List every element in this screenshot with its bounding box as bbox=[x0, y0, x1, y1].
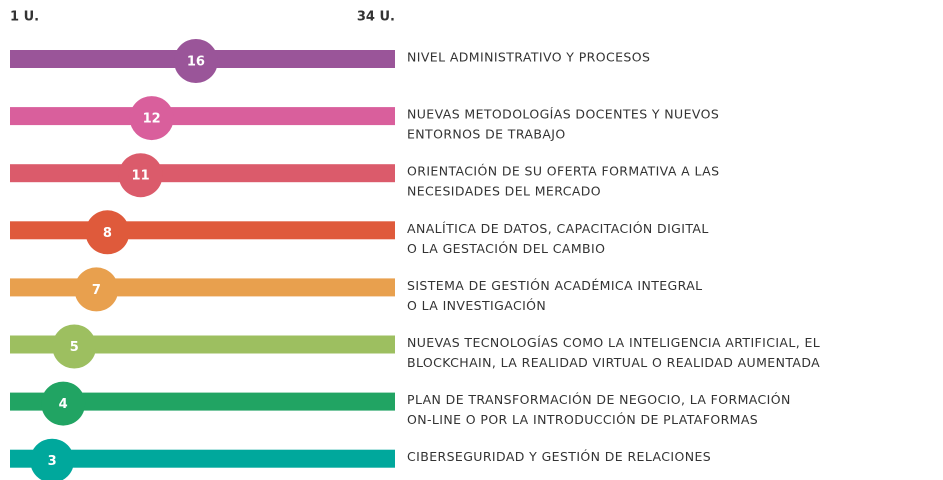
category-label: ON-LINE O POR LA INTRODUCCIÓN DE PLATAFO… bbox=[407, 412, 758, 427]
category-label: O LA INVESTIGACIÓN bbox=[407, 298, 546, 313]
value-dot bbox=[52, 324, 97, 369]
category-label: SISTEMA DE GESTIÓN ACADÉMICA INTEGRAL bbox=[407, 278, 703, 293]
value-label: 16 bbox=[187, 55, 205, 70]
category-label: BLOCKCHAIN, LA REALIDAD VIRTUAL O REALID… bbox=[407, 355, 820, 370]
value-label: 3 bbox=[48, 454, 57, 469]
category-label: ENTORNOS DE TRABAJO bbox=[407, 127, 566, 142]
bar-track bbox=[10, 164, 395, 183]
value-label: 11 bbox=[132, 169, 150, 184]
category-label: ANALÍTICA DE DATOS, CAPACITACIÓN DIGITAL bbox=[407, 221, 709, 236]
value-dot bbox=[118, 153, 163, 198]
value-dot bbox=[173, 39, 218, 83]
category-label: PLAN DE TRANSFORMACIÓN DE NEGOCIO, LA FO… bbox=[407, 392, 791, 407]
value-dot bbox=[41, 381, 86, 426]
value-dot bbox=[30, 438, 75, 480]
bar-track bbox=[10, 392, 395, 411]
category-label: NUEVAS METODOLOGÍAS DOCENTES Y NUEVOS bbox=[407, 107, 719, 122]
bar-track bbox=[10, 278, 395, 297]
bar-track bbox=[10, 335, 395, 354]
bar-track bbox=[10, 221, 395, 240]
category-label: NUEVAS TECNOLOGÍAS COMO LA INTELIGENCIA … bbox=[407, 335, 820, 350]
category-label: O LA GESTACIÓN DEL CAMBIO bbox=[407, 241, 605, 256]
bar-track bbox=[10, 449, 395, 468]
bar-track bbox=[10, 107, 395, 126]
scale-label: 1 U. bbox=[10, 10, 39, 25]
value-label: 5 bbox=[70, 340, 79, 355]
value-label: 4 bbox=[59, 397, 68, 412]
value-dot bbox=[85, 210, 130, 255]
category-label: CIBERSEGURIDAD Y GESTIÓN DE RELACIONES bbox=[407, 449, 711, 464]
category-label: ORIENTACIÓN DE SU OFERTA FORMATIVA A LAS bbox=[407, 164, 719, 179]
value-dot bbox=[74, 267, 119, 312]
category-label: NECESIDADES DEL MERCADO bbox=[407, 184, 601, 199]
value-label: 12 bbox=[143, 112, 161, 127]
value-label: 7 bbox=[92, 283, 101, 298]
category-label: NIVEL ADMINISTRATIVO Y PROCESOS bbox=[407, 50, 650, 65]
value-dot bbox=[129, 96, 174, 141]
scale-label: 34 U. bbox=[357, 10, 395, 25]
value-label: 8 bbox=[103, 226, 112, 241]
